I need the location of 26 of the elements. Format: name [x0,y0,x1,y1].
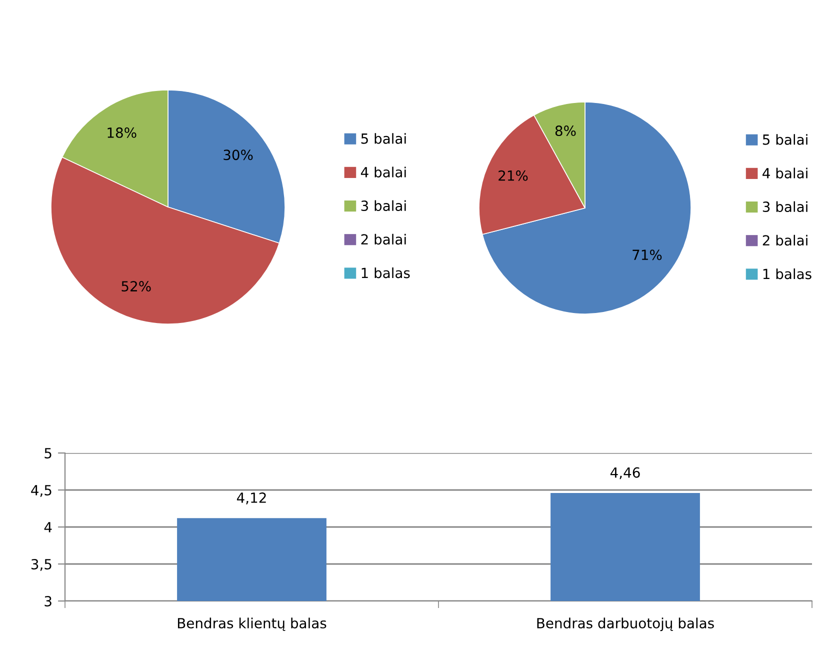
legend-label: 1 balas [362,267,410,278]
legend-label: 3 balai [762,201,808,212]
data-label: 21% [498,170,528,181]
data-label: 71% [632,250,662,260]
y-tick-label: 4 [44,522,52,532]
data-label: 4,12 [236,492,266,504]
legend-label: 4 balai [360,166,406,178]
data-label: 52% [122,281,151,292]
data-label: 18% [108,127,136,138]
y-tick-label: 4,5 [31,485,52,497]
legend-label: 2 balai [361,234,406,245]
legend-label: 4 balai [762,168,808,178]
y-tick-label: 3,5 [31,558,52,571]
y-tick-label: 5 [44,448,52,458]
x-tick-label: Bendras darbuotojų balas [537,618,714,632]
legend-label: 5 balai [361,133,406,144]
legend-label: 3 balai [361,200,406,212]
data-label: 4,46 [610,467,640,480]
data-label: 30% [224,150,253,160]
data-label: 8% [555,126,576,136]
y-tick-label: 3 [44,596,52,606]
x-tick-label: Bendras klientų balas [178,618,326,631]
pie-slice [482,102,691,314]
legend-label: 5 balai [762,134,808,145]
legend-label: 1 balas [763,268,812,280]
legend-label: 2 balai [762,234,808,246]
